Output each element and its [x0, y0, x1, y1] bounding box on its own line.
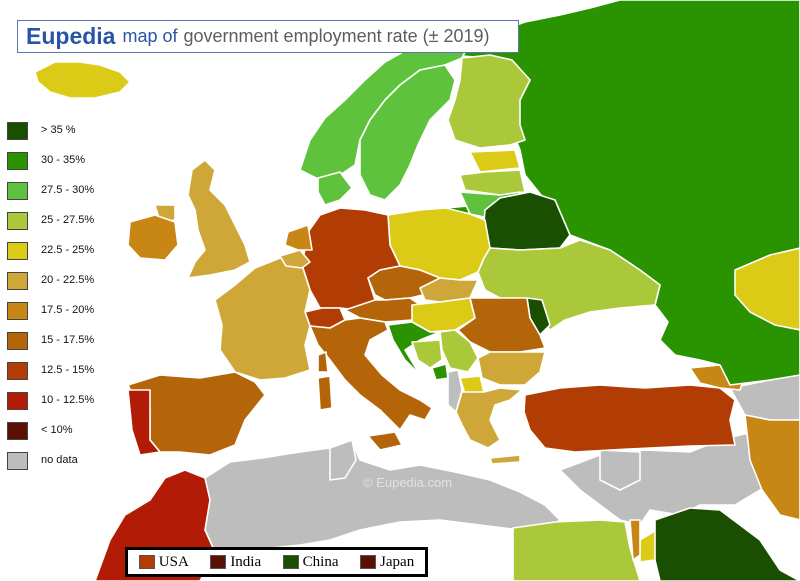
- legend-label: 27.5 - 30%: [41, 184, 95, 196]
- legend-item: 10 - 12.5%: [7, 390, 119, 412]
- title-subject: government employment rate (± 2019): [183, 26, 490, 46]
- region-great-britain: [187, 159, 251, 279]
- legend-label: 20 - 22.5%: [41, 274, 95, 286]
- comparison-swatch: [360, 555, 377, 569]
- legend-label: 12.5 - 15%: [41, 364, 95, 376]
- legend-swatch: [7, 452, 28, 470]
- region-estonia: [469, 149, 521, 173]
- legend-item: 15 - 17.5%: [7, 330, 119, 352]
- legend-item: 22.5 - 25%: [7, 240, 119, 262]
- region-egypt: [512, 519, 641, 581]
- region-france: [214, 257, 311, 381]
- legend-item: > 35 %: [7, 120, 119, 142]
- legend-item: < 10%: [7, 420, 119, 442]
- legend-swatch: [7, 302, 28, 320]
- region-finland: [447, 54, 531, 149]
- region-corsica: [317, 351, 329, 373]
- legend-swatch: [7, 362, 28, 380]
- region-iraq: [654, 507, 800, 581]
- legend-item: 25 - 27.5%: [7, 210, 119, 232]
- legend-label: 17.5 - 20%: [41, 304, 95, 316]
- region-turkey: [523, 384, 736, 453]
- legend-item: 20 - 22.5%: [7, 270, 119, 292]
- region-iran: [744, 414, 800, 521]
- brand-name: Eupedia: [26, 23, 116, 49]
- legend-label: > 35 %: [41, 124, 76, 136]
- watermark: © Eupedia.com: [363, 475, 453, 490]
- legend-swatch: [7, 122, 28, 140]
- region-crete: [489, 454, 521, 465]
- comparison-swatch: [282, 555, 299, 569]
- legend-swatch: [7, 182, 28, 200]
- title-map-of: map of: [122, 26, 178, 46]
- region-belgium: [279, 249, 311, 269]
- legend-swatch: [7, 152, 28, 170]
- legend-swatch: [7, 422, 28, 440]
- region-denmark: [317, 171, 353, 206]
- comparison-item-india: India: [210, 554, 261, 571]
- region-serbia: [439, 329, 479, 373]
- comparison-legend: USA India China Japan: [125, 547, 428, 577]
- legend-label: 10 - 12.5%: [41, 394, 95, 406]
- region-norway: [299, 39, 471, 181]
- legend-swatch: [7, 332, 28, 350]
- region-bosnia: [411, 339, 443, 369]
- region-slovakia: [419, 277, 479, 303]
- comparison-swatch: [210, 555, 227, 569]
- legend-swatch: [7, 272, 28, 290]
- region-latvia: [459, 169, 526, 196]
- comparison-label: Japan: [380, 553, 415, 570]
- legend-swatch: [7, 212, 28, 230]
- comparison-item-china: China: [282, 553, 339, 571]
- legend-item: no data: [7, 450, 119, 472]
- region-italy: [309, 317, 433, 431]
- legend-swatch: [7, 392, 28, 410]
- region-ireland: [127, 214, 179, 261]
- legend-label: < 10%: [41, 424, 73, 436]
- comparison-item-japan: Japan: [360, 554, 414, 571]
- legend-label: 30 - 35%: [41, 154, 86, 166]
- region-greece: [455, 387, 523, 449]
- region-sardinia: [317, 375, 333, 411]
- region-romania: [457, 297, 546, 353]
- region-tunisia: [329, 439, 357, 481]
- region-montenegro: [431, 363, 449, 381]
- comparison-label: India: [230, 553, 262, 570]
- region-netherlands: [284, 224, 313, 251]
- region-ukraine: [477, 239, 661, 331]
- legend-item: 27.5 - 30%: [7, 180, 119, 202]
- region-iceland: [34, 61, 131, 99]
- legend-label: 22.5 - 25%: [41, 244, 95, 256]
- legend-label: 15 - 17.5%: [41, 334, 95, 346]
- legend-item: 12.5 - 15%: [7, 360, 119, 382]
- comparison-label: USA: [158, 553, 189, 570]
- region-libya-east: [599, 449, 641, 491]
- region-bulgaria: [477, 351, 546, 386]
- legend-label: no data: [41, 454, 78, 466]
- region-israel: [629, 519, 641, 561]
- region-sweden: [359, 64, 456, 201]
- legend-item: 30 - 35%: [7, 150, 119, 172]
- legend-swatch: [7, 242, 28, 260]
- legend-label: 25 - 27.5%: [41, 214, 95, 226]
- region-middle-east-nodata: [559, 419, 800, 526]
- region-kazakhstan: [734, 247, 800, 331]
- comparison-label: China: [302, 553, 339, 570]
- region-portugal: [127, 389, 161, 456]
- legend-item: 17.5 - 20%: [7, 300, 119, 322]
- comparison-item-usa: USA: [138, 553, 189, 571]
- map-title: Eupedia map of government employment rat…: [17, 20, 519, 53]
- comparison-swatch: [138, 555, 155, 569]
- region-sicily: [367, 431, 403, 451]
